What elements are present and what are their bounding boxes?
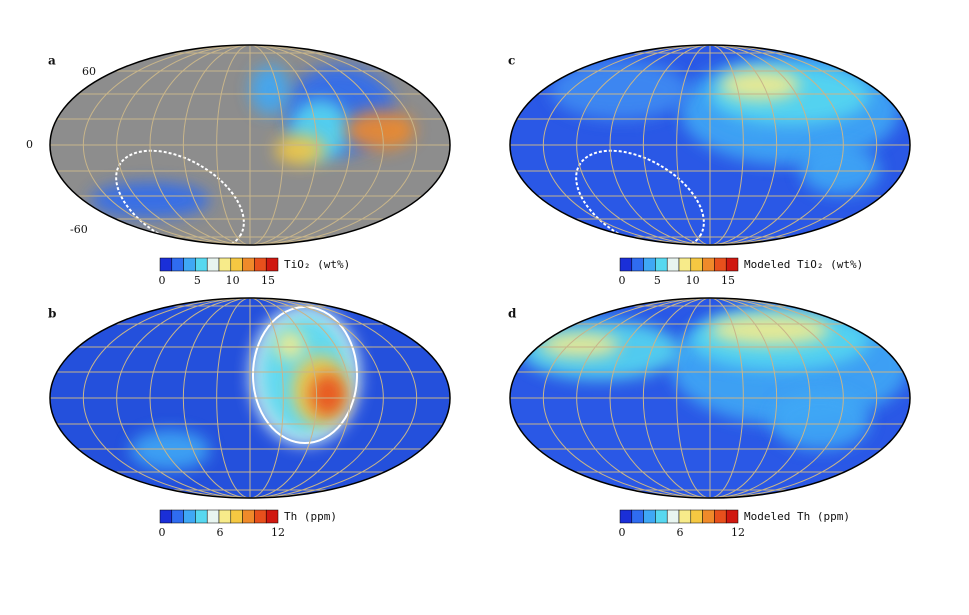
colorbar-cell: [218, 257, 232, 272]
colorbar-tick: 5: [194, 274, 201, 287]
map-border: [509, 44, 911, 246]
colorbar-cell: [218, 509, 232, 524]
map: [510, 298, 910, 498]
map-region: [130, 430, 210, 470]
colorbar-cell: [171, 257, 184, 272]
map: [50, 298, 450, 498]
colorbar-cell: [195, 509, 208, 524]
colorbar-cell: [655, 509, 668, 524]
colorbar-cell: [159, 509, 173, 524]
colorbar-cell: [702, 257, 715, 272]
map-border: [509, 297, 911, 499]
colorbar-cell: [666, 509, 680, 524]
colorbar-cell: [254, 509, 267, 524]
map-region: [720, 70, 800, 100]
colorbar-cell: [678, 509, 692, 524]
colorbar-cell: [619, 509, 633, 524]
colorbar-cell: [690, 509, 703, 524]
colorbar-cell: [242, 257, 255, 272]
colorbar-label: Modeled Th (ppm): [744, 510, 850, 523]
colorbar-tick: 12: [731, 526, 745, 539]
map: [50, 45, 450, 245]
lat-label: 60: [82, 65, 96, 78]
colorbar-cell: [690, 257, 703, 272]
panel-label: a: [48, 54, 56, 68]
colorbar-tick: 10: [226, 274, 240, 287]
colorbar-cell: [171, 509, 184, 524]
colorbar-cell: [230, 509, 243, 524]
colorbar-cell: [725, 509, 739, 524]
colorbar-cell: [159, 257, 173, 272]
panel-label: d: [508, 307, 517, 321]
colorbar-cell: [655, 257, 668, 272]
colorbar-cell: [631, 257, 644, 272]
map-region: [710, 315, 830, 345]
map-region: [345, 110, 415, 150]
colorbar-cell: [265, 257, 279, 272]
colorbar-cell: [643, 257, 656, 272]
colorbar-cell: [242, 509, 255, 524]
colorbar-tick: 10: [686, 274, 700, 287]
colorbar-cell: [643, 509, 656, 524]
map-region: [275, 330, 305, 360]
map-region: [275, 135, 325, 165]
colorbar-tick: 15: [721, 274, 735, 287]
colorbar-cell: [619, 257, 633, 272]
map-region: [800, 145, 880, 195]
map-region: [550, 60, 690, 120]
panel-label: c: [508, 54, 515, 68]
colorbar-cell: [714, 509, 727, 524]
colorbar-tick: 5: [654, 274, 661, 287]
colorbar-label: Th (ppm): [284, 510, 337, 523]
colorbar-cell: [183, 509, 196, 524]
map-region: [310, 373, 346, 417]
colorbar-cell: [195, 257, 208, 272]
colorbar-tick: 15: [261, 274, 275, 287]
map-border: [49, 297, 451, 499]
colorbar-tick: 0: [159, 526, 166, 539]
colorbar-tick: 6: [677, 526, 684, 539]
colorbar-cell: [702, 509, 715, 524]
colorbar-cell: [725, 257, 739, 272]
colorbar-cell: [678, 257, 692, 272]
map: [510, 45, 910, 245]
colorbar-tick: 0: [619, 526, 626, 539]
colorbar-cell: [254, 257, 267, 272]
map-region: [770, 390, 870, 450]
map-region: [250, 65, 290, 115]
colorbar-cell: [206, 509, 220, 524]
colorbar-cell: [183, 257, 196, 272]
colorbar-label: Modeled TiO₂ (wt%): [744, 258, 863, 271]
colorbar-cell: [265, 509, 279, 524]
colorbar-cell: [666, 257, 680, 272]
lat-label: 0: [26, 138, 33, 151]
map-border: [49, 44, 451, 246]
colorbar-tick: 0: [619, 274, 626, 287]
colorbar-tick: 0: [159, 274, 166, 287]
lat-label: -60: [70, 223, 88, 236]
colorbar-cell: [230, 257, 243, 272]
colorbar-cell: [714, 257, 727, 272]
colorbar-cell: [631, 509, 644, 524]
colorbar-tick: 12: [271, 526, 285, 539]
map-region: [540, 333, 620, 357]
map-region: [90, 182, 210, 218]
colorbar-cell: [206, 257, 220, 272]
colorbar-tick: 6: [217, 526, 224, 539]
colorbar-label: TiO₂ (wt%): [284, 258, 350, 271]
panel-label: b: [48, 307, 56, 321]
